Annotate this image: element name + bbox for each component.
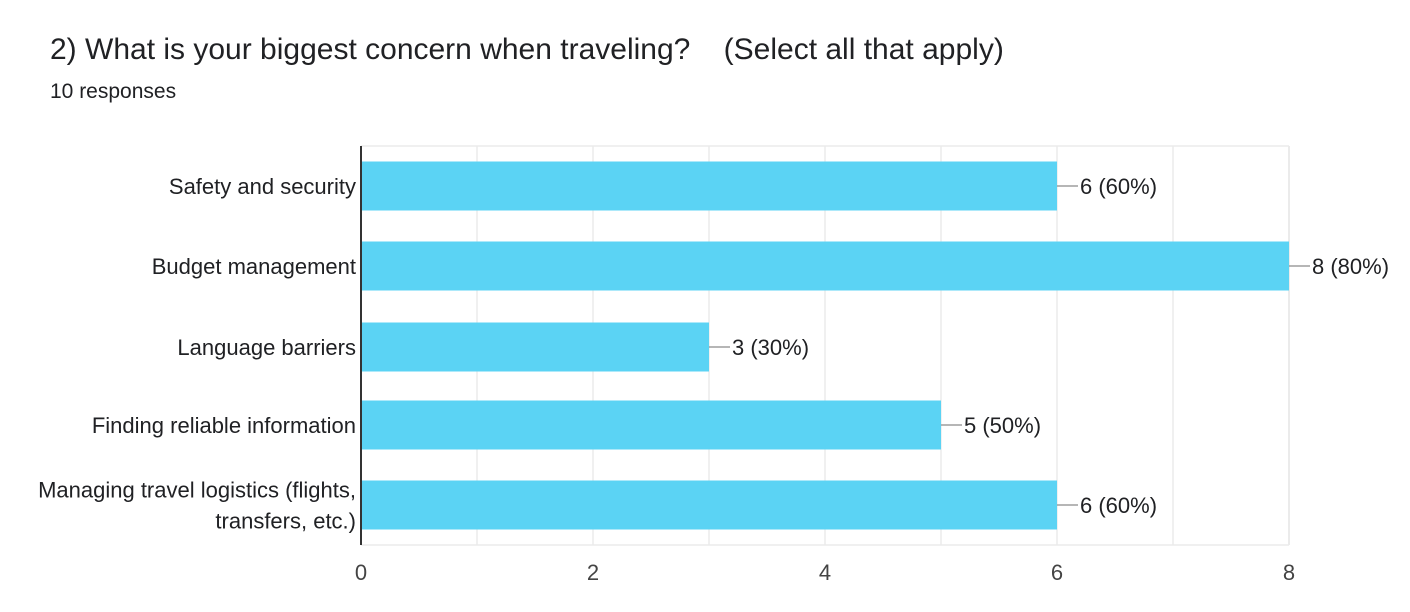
category-label: Managing travel logistics (flights, — [38, 478, 356, 503]
category-label: Budget management — [152, 254, 356, 279]
bar — [361, 161, 1057, 211]
x-tick-label: 2 — [587, 560, 599, 585]
x-tick-label: 6 — [1051, 560, 1063, 585]
x-tick-label: 8 — [1283, 560, 1295, 585]
category-labels: Safety and security Budget management Lang… — [38, 174, 356, 534]
question-title: 2) What is your biggest concern when tra… — [50, 33, 1004, 66]
category-label: Safety and security — [169, 174, 356, 199]
data-label: 3 (30%) — [732, 335, 809, 360]
category-label: Language barriers — [177, 335, 356, 360]
bar — [361, 400, 941, 450]
data-label: 6 (60%) — [1080, 174, 1157, 199]
data-label: 6 (60%) — [1080, 493, 1157, 518]
bars — [361, 161, 1289, 530]
data-labels: 6 (60%) 8 (80%) 3 (30%) 5 (50%) 6 (60%) — [709, 174, 1389, 518]
x-axis-ticks: 0 2 4 6 8 — [355, 560, 1295, 585]
response-count: 10 responses — [50, 80, 177, 103]
bar — [361, 322, 709, 372]
x-tick-label: 4 — [819, 560, 831, 585]
x-tick-label: 0 — [355, 560, 367, 585]
category-label: transfers, etc.) — [215, 509, 356, 534]
category-label: Finding reliable information — [92, 413, 356, 438]
data-label: 5 (50%) — [964, 413, 1041, 438]
data-label: 8 (80%) — [1312, 254, 1389, 279]
bar — [361, 241, 1289, 291]
bar — [361, 480, 1057, 530]
